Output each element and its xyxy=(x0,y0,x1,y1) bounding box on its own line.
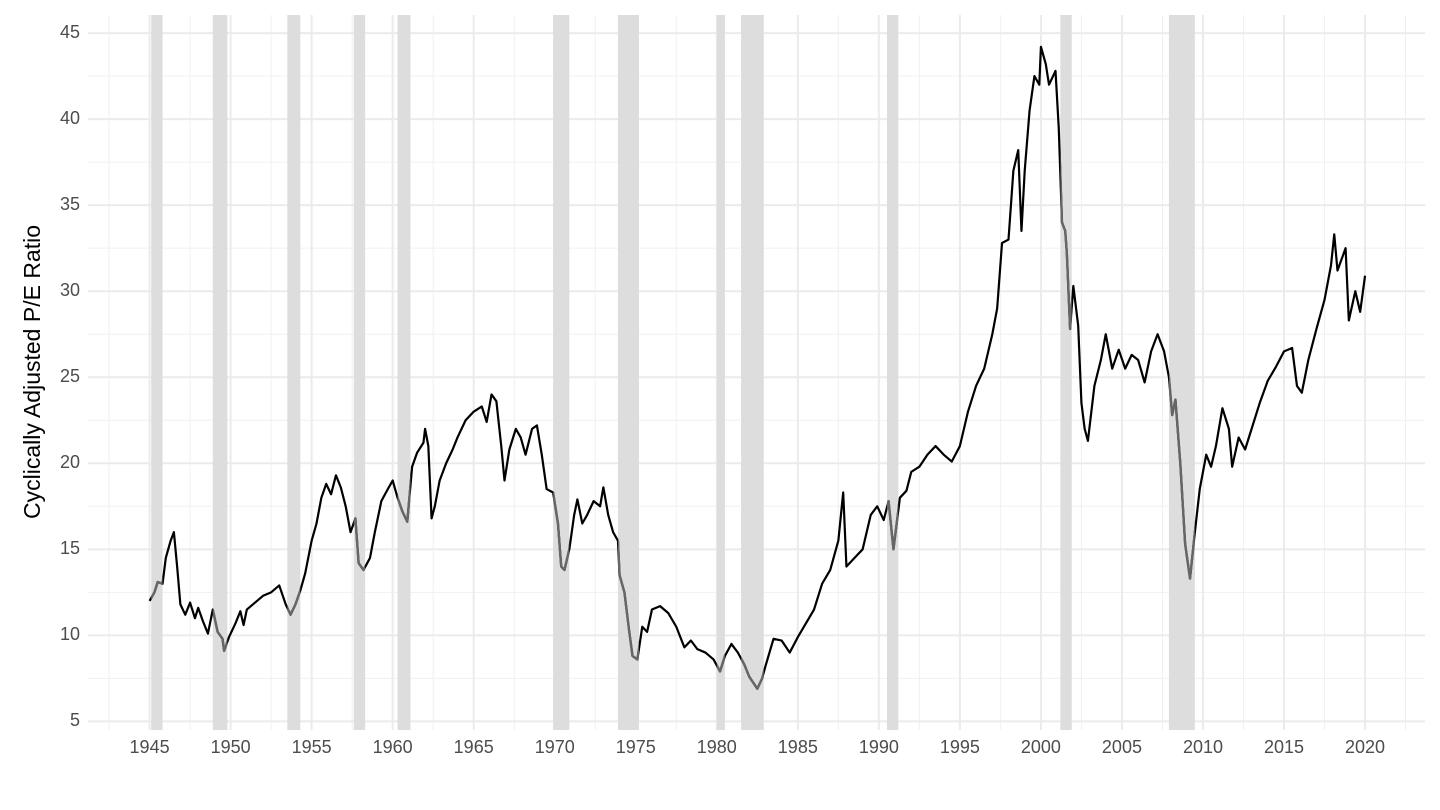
y-tick-label: 25 xyxy=(60,366,80,386)
recession-band xyxy=(287,15,301,730)
x-tick-label: 1975 xyxy=(616,737,656,757)
x-tick-label: 1995 xyxy=(940,737,980,757)
recession-bands xyxy=(151,15,1195,730)
x-tick-label: 1985 xyxy=(778,737,818,757)
lines xyxy=(148,45,1367,690)
x-tick-label: 2015 xyxy=(1264,737,1304,757)
recession-band xyxy=(1168,15,1195,730)
labels: 1945 1950 1955 1960 1965 1970 1975 1980 1985 1990… xyxy=(60,22,1385,757)
x-tick-label: 1980 xyxy=(697,737,737,757)
x-tick-label: 1990 xyxy=(859,737,899,757)
y-tick-label: 20 xyxy=(60,452,80,472)
recession-band xyxy=(397,15,411,730)
recession-band xyxy=(716,15,725,730)
x-tick-label: 1955 xyxy=(292,737,332,757)
x-tick-label: 2010 xyxy=(1183,737,1223,757)
recession-band xyxy=(353,15,366,730)
y-axis-title: Cyclically Adjusted P/E Ratio xyxy=(19,225,45,519)
recession-band xyxy=(617,15,640,730)
y-tick-label: 10 xyxy=(60,624,80,644)
recession-band xyxy=(553,15,570,730)
recession-band xyxy=(886,15,899,730)
recession-band xyxy=(212,15,228,730)
x-tick-label: 2005 xyxy=(1102,737,1142,757)
y-tick-label: 45 xyxy=(60,22,80,42)
y-tick-label: 40 xyxy=(60,108,80,128)
x-tick-label: 1945 xyxy=(130,737,170,757)
x-tick-label: 1965 xyxy=(454,737,494,757)
y-tick-label: 15 xyxy=(60,538,80,558)
y-tick-label: 35 xyxy=(60,194,80,214)
y-tick-label: 5 xyxy=(70,710,80,730)
x-tick-label: 1950 xyxy=(211,737,251,757)
recession-band xyxy=(1060,15,1072,730)
recession-band xyxy=(741,15,764,730)
x-tick-label: 1970 xyxy=(535,737,575,757)
x-tick-label: 1960 xyxy=(373,737,413,757)
line xyxy=(148,45,1367,690)
recession-band xyxy=(151,15,163,730)
x-tick-label: 2000 xyxy=(1021,737,1061,757)
x-tick-label: 2020 xyxy=(1345,737,1385,757)
y-tick-label: 30 xyxy=(60,280,80,300)
